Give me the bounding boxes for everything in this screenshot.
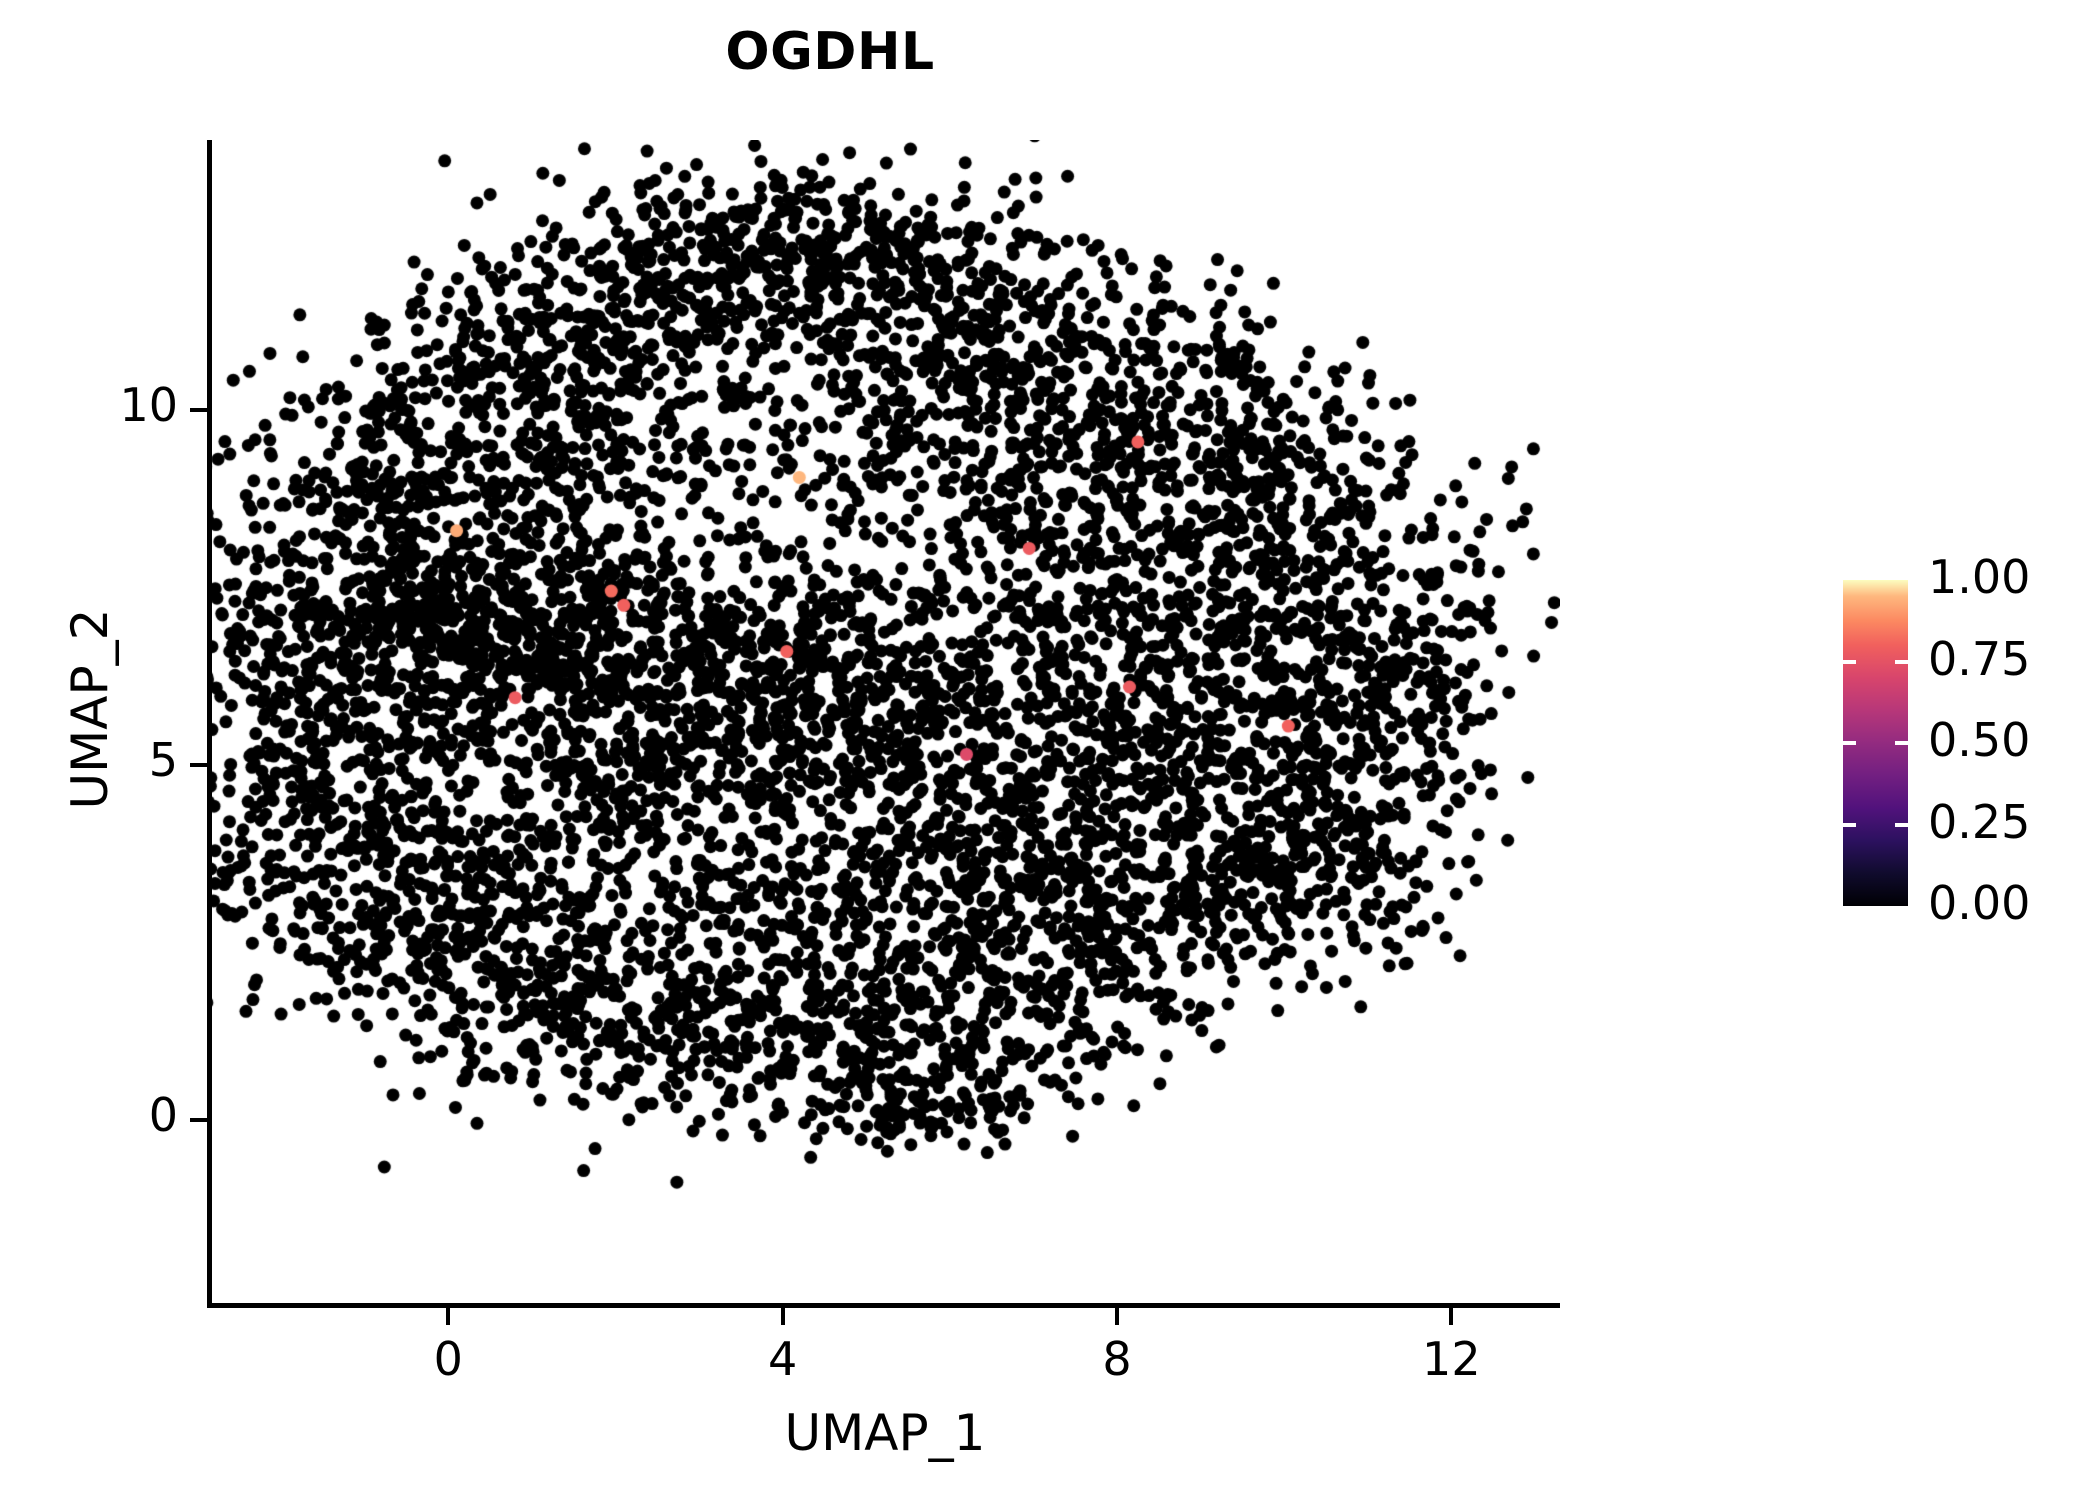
x-tick-mark xyxy=(446,1308,451,1325)
y-tick-mark xyxy=(190,1118,207,1123)
colorbar-tick-mark xyxy=(1895,822,1908,827)
colorbar-tick-label: 1.00 xyxy=(1928,550,2031,604)
y-tick-mark xyxy=(190,407,207,412)
plot-title: OGDHL xyxy=(725,22,935,82)
y-tick-label: 5 xyxy=(148,733,178,788)
colorbar-tick-mark xyxy=(1895,741,1908,745)
colorbar-tick-label: 0.00 xyxy=(1928,876,2031,930)
y-tick-mark xyxy=(190,763,207,768)
x-axis-spine xyxy=(207,1303,1560,1308)
colorbar-tick-label: 0.75 xyxy=(1928,631,2031,686)
x-tick-label: 8 xyxy=(1102,1332,1132,1386)
colorbar-tick-label: 0.25 xyxy=(1928,794,2031,849)
colorbar-tick-label: 0.50 xyxy=(1928,713,2031,767)
y-tick-label: 0 xyxy=(148,1088,178,1143)
x-tick-mark xyxy=(780,1308,785,1325)
y-axis-spine xyxy=(207,140,212,1308)
colorbar-tick-mark xyxy=(1843,741,1856,745)
y-axis-label: UMAP_2 xyxy=(61,608,119,810)
x-tick-mark xyxy=(1114,1308,1119,1325)
y-tick-label: 10 xyxy=(119,377,178,432)
scatter-plot-area xyxy=(210,140,1560,1305)
x-axis-label: UMAP_1 xyxy=(784,1404,986,1462)
colorbar-tick-mark xyxy=(1895,659,1908,664)
x-tick-label: 12 xyxy=(1422,1332,1481,1386)
colorbar-tick-mark xyxy=(1843,822,1856,827)
x-tick-label: 4 xyxy=(767,1332,798,1386)
colorbar-tick-mark xyxy=(1843,659,1856,664)
scatter-points-canvas xyxy=(210,140,1560,1305)
x-tick-mark xyxy=(1449,1308,1454,1325)
x-tick-label: 0 xyxy=(433,1332,463,1386)
